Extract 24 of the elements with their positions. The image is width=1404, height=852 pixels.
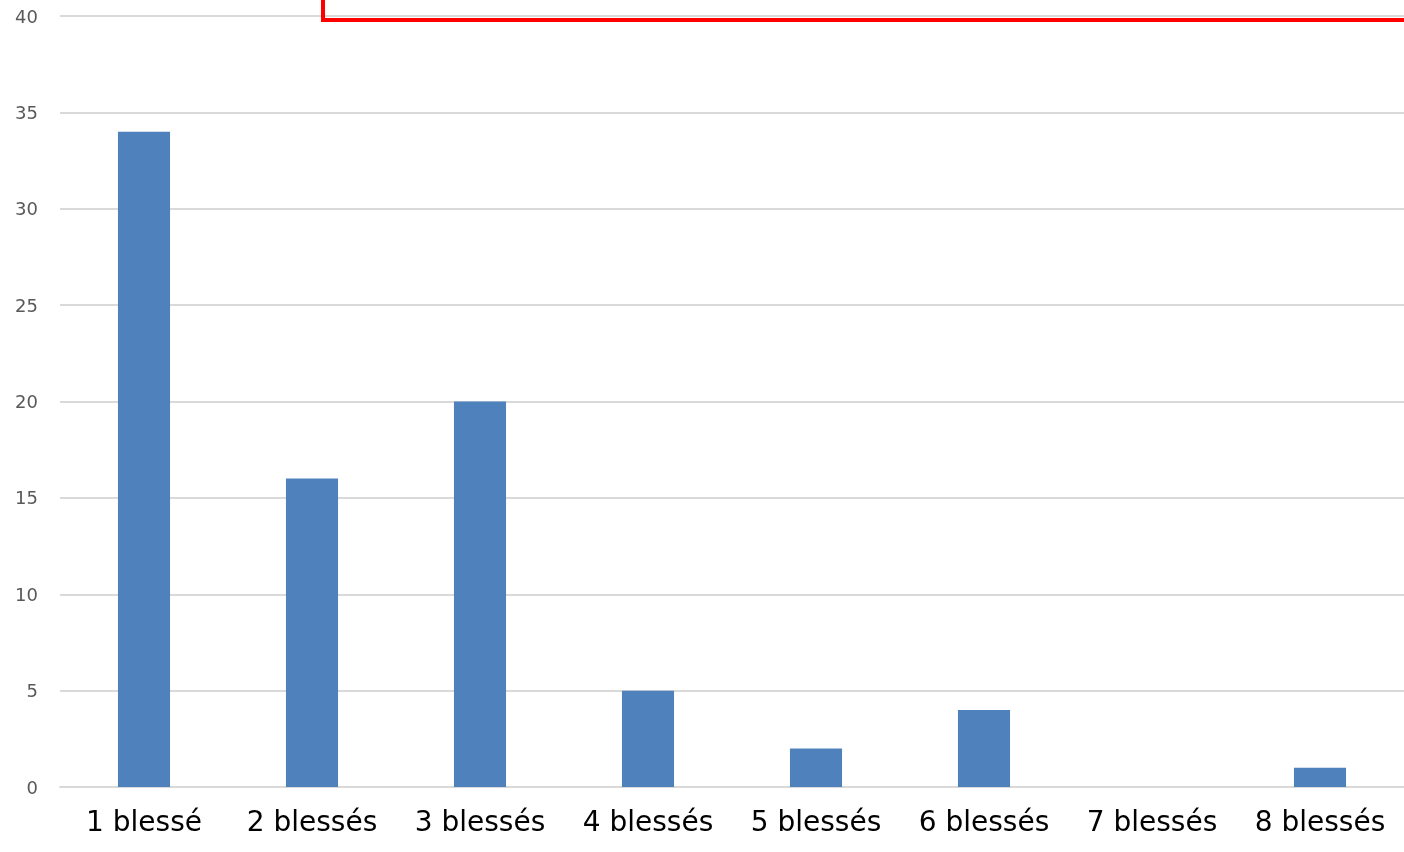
x-tick-label: 7 blessés	[1086, 804, 1218, 838]
y-tick-label: 40	[15, 5, 38, 27]
bar	[1293, 767, 1347, 787]
y-tick-label: 0	[26, 776, 38, 798]
bar	[453, 401, 507, 787]
y-tick-label: 5	[26, 680, 38, 702]
y-tick-label: 15	[15, 487, 38, 509]
y-tick-label: 20	[15, 391, 38, 412]
x-tick-label: 5 blessés	[750, 804, 882, 838]
x-tick-label: 6 blessés	[918, 804, 1050, 838]
bar	[789, 748, 843, 787]
y-tick-label: 25	[15, 294, 38, 316]
y-tick-label: 35	[15, 101, 38, 123]
bar	[117, 131, 171, 787]
y-tick-label: 30	[15, 198, 38, 220]
x-tick-label: 3 blessés	[414, 804, 546, 838]
y-tick-label: 10	[15, 583, 38, 605]
bar	[957, 709, 1011, 787]
x-tick-label: 1 blessé	[86, 804, 202, 838]
bar	[285, 478, 339, 787]
bar	[621, 690, 675, 787]
x-tick-label: 4 blessés	[582, 804, 714, 838]
x-tick-label: 2 blessés	[246, 804, 378, 838]
x-tick-label: 8 blessés	[1254, 804, 1386, 838]
